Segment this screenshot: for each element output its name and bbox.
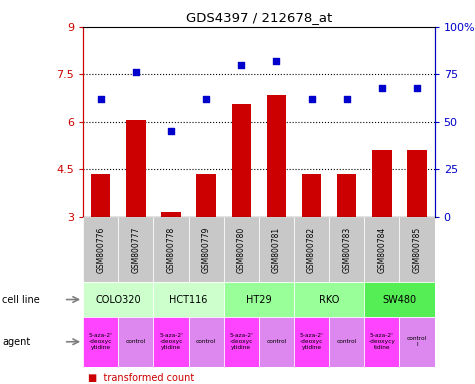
Bar (399, 217, 435, 282)
Point (202, 96, 210, 102)
Text: control: control (196, 339, 216, 344)
Text: GSM800784: GSM800784 (378, 227, 386, 273)
Point (238, 62, 245, 68)
Bar (224, 217, 259, 282)
Text: control: control (266, 339, 286, 344)
Text: 5-aza-2'
-deoxyc
ytidine: 5-aza-2' -deoxyc ytidine (89, 333, 113, 350)
Text: GSM800782: GSM800782 (307, 227, 316, 273)
Bar (294, 282, 364, 317)
Bar (162, 212, 180, 217)
Text: control: control (126, 339, 146, 344)
Bar (232, 104, 251, 217)
Text: GSM800785: GSM800785 (413, 227, 421, 273)
Text: control: control (337, 339, 357, 344)
Bar (364, 282, 435, 317)
Bar (372, 151, 391, 217)
Text: control
l: control l (407, 336, 427, 347)
Text: 5-aza-2'
-deoxyc
ytidine: 5-aza-2' -deoxyc ytidine (229, 333, 253, 350)
Text: SW480: SW480 (382, 295, 417, 305)
Point (167, 128, 175, 134)
Bar (302, 174, 321, 217)
Bar (83, 317, 118, 367)
Title: GDS4397 / 212678_at: GDS4397 / 212678_at (186, 11, 332, 24)
Bar (118, 317, 153, 367)
Bar (189, 317, 224, 367)
Text: 5-aza-2'
-deoxyc
ytidine: 5-aza-2' -deoxyc ytidine (159, 333, 183, 350)
Bar (83, 282, 153, 317)
Bar (364, 317, 399, 367)
Bar (408, 151, 427, 217)
Text: 5-aza-2'
-deoxycy
tidine: 5-aza-2' -deoxycy tidine (369, 333, 395, 350)
Text: GSM800778: GSM800778 (167, 227, 175, 273)
Bar (224, 282, 294, 317)
Bar (337, 174, 356, 217)
Point (97, 96, 104, 102)
Text: GSM800780: GSM800780 (237, 227, 246, 273)
Point (132, 70, 140, 76)
Bar (189, 217, 224, 282)
Text: agent: agent (2, 337, 30, 347)
Bar (259, 317, 294, 367)
Point (413, 84, 421, 91)
Text: HT29: HT29 (246, 295, 272, 305)
Bar (329, 217, 364, 282)
Text: RKO: RKO (319, 295, 339, 305)
Text: 5-aza-2'
-deoxyc
ytidine: 5-aza-2' -deoxyc ytidine (300, 333, 323, 350)
Text: GSM800783: GSM800783 (342, 227, 351, 273)
Bar (83, 217, 118, 282)
Bar (267, 95, 286, 217)
Bar (224, 317, 259, 367)
Bar (118, 217, 153, 282)
Bar (399, 317, 435, 367)
Text: GSM800781: GSM800781 (272, 227, 281, 273)
Text: COLO320: COLO320 (95, 295, 141, 305)
Bar (259, 217, 294, 282)
Text: GSM800777: GSM800777 (132, 227, 140, 273)
Bar (91, 174, 110, 217)
Text: HCT116: HCT116 (170, 295, 208, 305)
Bar (329, 317, 364, 367)
Bar (153, 282, 224, 317)
Bar (197, 174, 216, 217)
Point (343, 96, 351, 102)
Bar (153, 217, 189, 282)
Bar (364, 217, 399, 282)
Point (273, 58, 280, 64)
Bar (126, 120, 145, 217)
Bar (294, 217, 329, 282)
Bar (153, 317, 189, 367)
Text: GSM800776: GSM800776 (96, 227, 105, 273)
Bar (294, 317, 329, 367)
Point (378, 84, 386, 91)
Point (308, 96, 315, 102)
Text: ■  transformed count: ■ transformed count (88, 373, 194, 383)
Text: GSM800779: GSM800779 (202, 227, 210, 273)
Text: cell line: cell line (2, 295, 40, 305)
